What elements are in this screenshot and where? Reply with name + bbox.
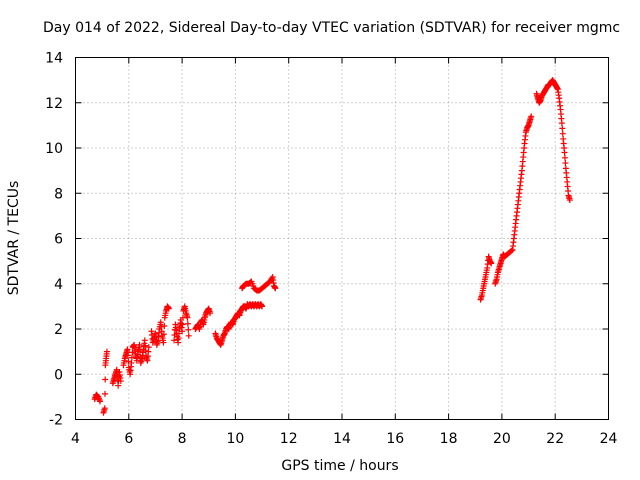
y-tick-label: -2 [49, 413, 63, 429]
data-point [142, 347, 149, 354]
data-point [145, 344, 152, 351]
data-point [259, 303, 266, 310]
data-point [559, 125, 566, 132]
data-point [558, 120, 565, 127]
chart-title: Day 014 of 2022, Sidereal Day-to-day VTE… [43, 20, 620, 36]
y-tick-label: 12 [45, 96, 63, 112]
x-tick-label: 4 [71, 431, 80, 447]
x-tick-label: 16 [386, 431, 404, 447]
data-point [124, 346, 131, 353]
data-point [117, 378, 124, 385]
data-point [562, 160, 569, 167]
data-point [185, 326, 192, 333]
data-point [207, 310, 214, 317]
data-point [171, 337, 178, 344]
x-tick-label: 18 [440, 431, 458, 447]
data-point [141, 337, 148, 344]
data-point [142, 342, 149, 349]
data-point [97, 398, 104, 405]
y-axis-label: SDTVAR / TECUs [6, 181, 22, 296]
data-point [136, 341, 143, 348]
data-point [561, 154, 568, 161]
data-point [559, 130, 566, 137]
y-tick-label: 6 [54, 232, 63, 248]
data-point [128, 359, 135, 366]
data-point [184, 314, 191, 321]
data-point [102, 376, 109, 383]
data-point [160, 339, 167, 346]
y-tick-label: 14 [45, 51, 63, 67]
grid [75, 57, 609, 420]
data-point [124, 352, 131, 359]
data-points [91, 77, 573, 416]
data-point [179, 321, 186, 328]
data-point [561, 149, 568, 156]
data-point [272, 285, 279, 292]
y-tick-label: 10 [45, 141, 63, 157]
data-point [160, 331, 167, 338]
data-point [161, 322, 168, 329]
data-point [136, 347, 143, 354]
data-point [125, 358, 132, 365]
data-point [101, 405, 108, 412]
y-tick-label: 2 [54, 322, 63, 338]
x-tick-label: 22 [546, 431, 564, 447]
x-tick-label: 24 [600, 431, 618, 447]
data-point [128, 354, 135, 361]
data-point [101, 390, 108, 397]
x-tick-label: 10 [226, 431, 244, 447]
x-tick-label: 6 [124, 431, 133, 447]
data-point [103, 348, 110, 355]
data-point [184, 320, 191, 327]
x-tick-label: 8 [178, 431, 187, 447]
data-point [165, 305, 172, 312]
y-tick-label: 8 [54, 186, 63, 202]
y-tick-label: 0 [54, 367, 63, 383]
data-point [179, 328, 186, 335]
data-point [488, 260, 495, 267]
plot-frame [75, 57, 609, 420]
y-tick-label: 4 [54, 277, 63, 293]
x-tick-label: 14 [333, 431, 351, 447]
x-axis-label: GPS time / hours [281, 458, 398, 474]
data-point [508, 247, 515, 254]
data-point [185, 332, 192, 339]
x-tick-label: 20 [493, 431, 511, 447]
data-point [528, 113, 535, 120]
data-point [566, 197, 573, 204]
x-tick-label: 12 [280, 431, 298, 447]
